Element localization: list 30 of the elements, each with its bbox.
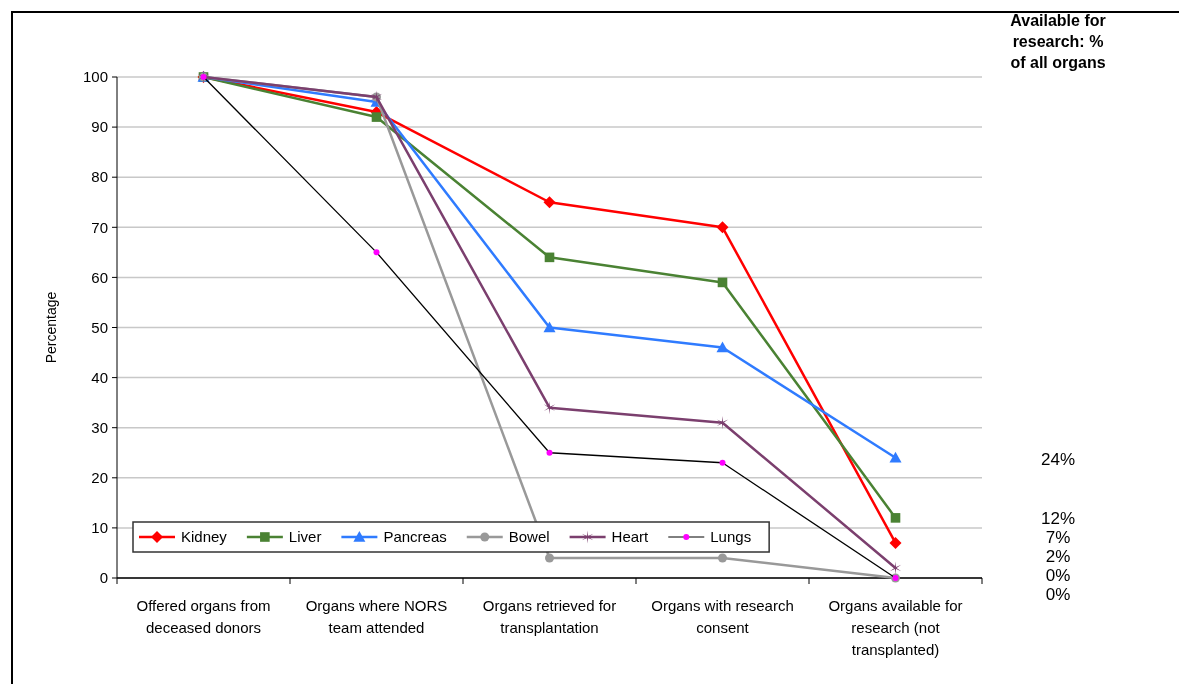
y-tick-label: 100 [82, 68, 108, 86]
text: 0% [1045, 565, 1071, 585]
y-tick-label: 0 [99, 569, 108, 587]
y-tick-label: 90 [91, 118, 108, 136]
legend-label: Heart [611, 528, 650, 546]
x-tick-label: Organs retrieved for transplantation [482, 597, 617, 636]
text: 2% [1045, 546, 1071, 566]
y-tick-label: 80 [91, 168, 108, 186]
y-tick-label: 50 [91, 318, 108, 336]
text: 0% [1045, 584, 1071, 604]
y-axis-title: Percentage [43, 291, 59, 364]
legend-label: Pancreas [383, 528, 447, 546]
legend-label: Kidney [181, 528, 228, 546]
legend-label: Liver [288, 528, 322, 546]
text: Available for research: % of all organs [1010, 12, 1106, 71]
y-tick-label: 70 [91, 218, 108, 236]
text: 7% [1045, 527, 1071, 547]
text: 24% [1040, 449, 1076, 469]
x-tick-label: Offered organs from deceased donors [136, 597, 271, 636]
text: 12% [1040, 508, 1076, 528]
y-tick-label: 30 [91, 418, 108, 436]
y-tick-label: 40 [91, 368, 108, 386]
y-tick-label: 20 [91, 469, 108, 487]
y-tick-label: 60 [91, 268, 108, 286]
x-tick-label: Organs with research consent [651, 597, 794, 636]
x-tick-label: Organs available for research (not transplanted) [828, 597, 963, 658]
legend-label: Bowel [508, 528, 550, 546]
x-tick-label: Organs where NORS team attended [305, 597, 448, 636]
y-tick-label: 10 [91, 519, 108, 537]
legend-label: Lungs [710, 528, 752, 546]
